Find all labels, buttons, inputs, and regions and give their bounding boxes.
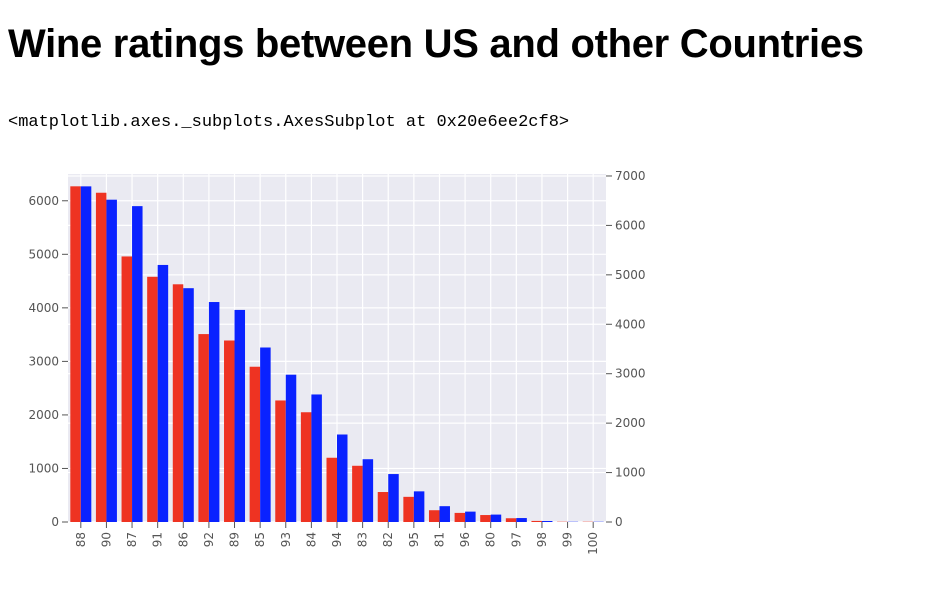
bar-right-89 [234, 309, 246, 522]
left-tick-label: 1000 [28, 461, 59, 475]
bar-left-90 [95, 192, 107, 522]
left-tick-label: 0 [51, 515, 59, 529]
right-tick-label: 1000 [615, 466, 646, 480]
right-tick-label: 2000 [615, 416, 646, 430]
x-tick-label: 91 [151, 532, 165, 547]
bar-left-84 [300, 412, 312, 522]
bar-right-88 [80, 186, 92, 522]
bar-right-82 [388, 474, 399, 522]
bar-right-90 [106, 199, 117, 523]
bar-right-92 [208, 302, 220, 522]
bar-right-96 [465, 511, 476, 522]
x-tick-label: 84 [304, 532, 318, 547]
bar-right-97 [516, 518, 527, 522]
bar-left-93 [275, 400, 286, 522]
left-tick-label: 6000 [28, 194, 59, 208]
x-tick-label: 88 [74, 532, 88, 547]
x-tick-label: 96 [458, 532, 472, 547]
right-tick-label: 5000 [615, 268, 646, 282]
bar-left-80 [480, 515, 491, 522]
bar-right-98 [541, 521, 553, 522]
bar-left-91 [147, 276, 158, 522]
bar-right-80 [490, 514, 502, 522]
bar-left-81 [428, 510, 440, 522]
bar-right-87 [132, 206, 143, 522]
bar-right-91 [157, 264, 169, 522]
bars [70, 186, 604, 523]
left-tick-label: 4000 [28, 301, 59, 315]
right-tick-label: 6000 [615, 218, 646, 232]
x-axis: 88 90 87 91 86 92 89 85 93 84 94 83 82 95 81 96 80 97 98 99… [74, 522, 600, 555]
right-tick-label: 4000 [615, 317, 646, 331]
bar-left-87 [121, 256, 133, 522]
output-repr: <matplotlib.axes._subplots.AxesSubplot a… [8, 113, 570, 132]
x-tick-label: 100 [586, 532, 600, 555]
right-tick-label: 0 [615, 515, 623, 529]
right-tick-label: 3000 [615, 367, 646, 381]
bar-left-88 [70, 186, 81, 522]
bar-right-86 [183, 288, 194, 522]
bar-right-81 [439, 506, 450, 522]
x-tick-label: 92 [202, 532, 216, 547]
right-y-axis: 0 1000 2000 3000 4000 5000 6000 7000 [606, 169, 646, 529]
x-tick-label: 90 [99, 532, 113, 547]
bar-left-92 [198, 334, 209, 522]
bar-right-94 [337, 434, 348, 522]
x-tick-label: 80 [484, 532, 498, 547]
x-tick-label: 98 [535, 532, 549, 547]
x-tick-label: 81 [432, 532, 446, 547]
bar-right-95 [413, 491, 425, 522]
bar-left-83 [352, 465, 363, 522]
left-tick-label: 5000 [28, 247, 59, 261]
x-tick-label: 86 [176, 532, 190, 547]
bar-left-86 [172, 284, 184, 522]
x-tick-label: 89 [228, 532, 242, 547]
x-tick-label: 85 [253, 532, 267, 547]
x-tick-label: 83 [356, 532, 370, 547]
bar-right-93 [285, 374, 297, 522]
bar-left-97 [505, 518, 517, 522]
bar-left-98 [531, 520, 542, 522]
x-tick-label: 93 [279, 532, 293, 547]
bar-left-85 [249, 366, 261, 522]
x-tick-label: 99 [561, 532, 575, 547]
x-tick-label: 97 [509, 532, 523, 547]
left-tick-label: 2000 [28, 408, 59, 422]
left-tick-label: 3000 [28, 354, 59, 368]
left-y-axis: 0 1000 2000 3000 4000 5000 6000 [28, 194, 68, 529]
bar-left-96 [454, 512, 466, 522]
bar-right-85 [260, 347, 271, 522]
bar-right-84 [311, 394, 322, 522]
x-tick-label: 82 [381, 532, 395, 547]
page-title: Wine ratings between US and other Countr… [8, 22, 864, 66]
bar-left-82 [377, 492, 389, 522]
bar-left-89 [224, 340, 235, 522]
bar-left-95 [403, 496, 414, 522]
right-tick-label: 7000 [615, 169, 646, 183]
bar-left-94 [326, 457, 337, 522]
x-tick-label: 94 [330, 532, 344, 547]
bar-right-83 [362, 459, 374, 522]
x-tick-label: 95 [407, 532, 421, 547]
x-tick-label: 87 [125, 532, 139, 547]
